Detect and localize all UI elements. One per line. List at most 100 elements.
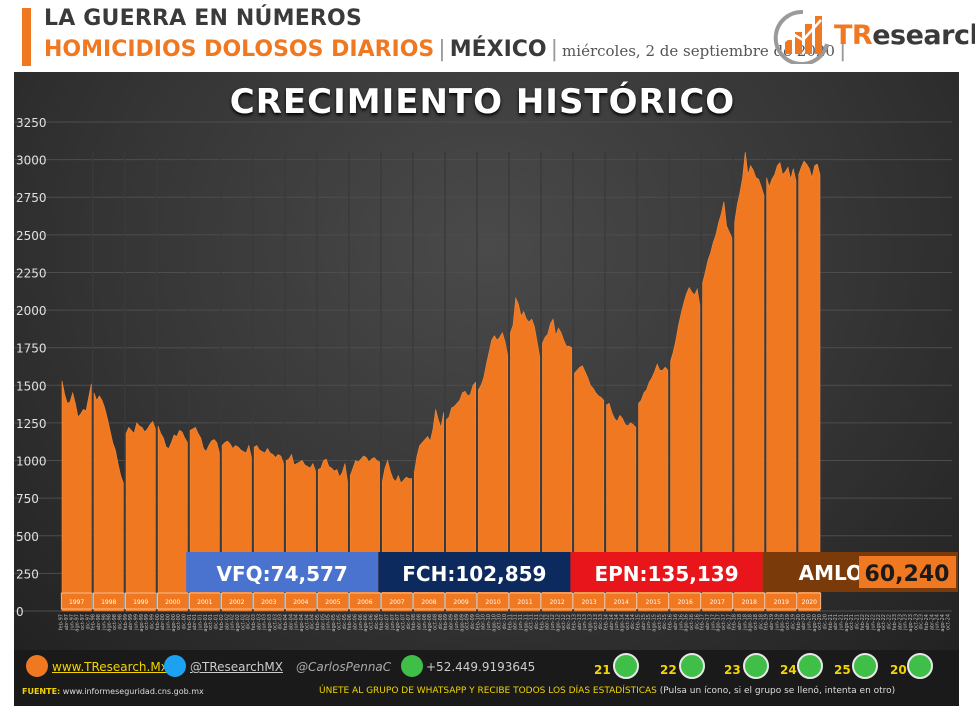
x-tick-label: jun-19 xyxy=(774,614,780,631)
x-tick-label: ago-00 xyxy=(171,614,177,632)
whatsapp-group-icon[interactable] xyxy=(907,653,933,679)
x-tick-label: dic-06 xyxy=(374,614,380,629)
whatsapp-group-number: 24 xyxy=(780,663,797,677)
phone-number: +52.449.9193645 xyxy=(426,660,536,674)
x-tick-label: ago-15 xyxy=(652,614,658,632)
x-tick-label: jun-04 xyxy=(294,614,300,631)
x-tick-label: abr-09 xyxy=(449,614,455,630)
x-tick-label: abr-14 xyxy=(609,614,615,630)
x-tick-label: jun-05 xyxy=(326,614,332,631)
x-tick-label: feb-14 xyxy=(603,614,609,630)
x-tick-label: dic-12 xyxy=(566,614,572,629)
x-tick-label: oct-22 xyxy=(881,614,887,630)
x-tick-label: dic-21 xyxy=(855,614,861,629)
whatsapp-group-icon[interactable] xyxy=(679,653,705,679)
whatsapp-group-icon[interactable] xyxy=(797,653,823,679)
tresearch-logo[interactable] xyxy=(765,4,965,64)
x-tick-label: abr-19 xyxy=(769,614,775,630)
year-band xyxy=(765,592,798,610)
x-tick-label: jun-00 xyxy=(165,614,171,631)
series-area-year xyxy=(542,318,573,612)
x-tick-label: dic-99 xyxy=(149,614,155,629)
x-tick-label: jun-21 xyxy=(839,614,845,631)
x-tick-label: dic-07 xyxy=(406,614,412,629)
x-tick-label: feb-05 xyxy=(315,614,321,630)
x-tick-label: dic-15 xyxy=(662,614,668,629)
x-tick-label: abr-97 xyxy=(64,614,70,630)
x-tick-label: ago-09 xyxy=(459,614,465,632)
y-tick-label: 1000 xyxy=(16,455,47,469)
x-tick-label: ago-22 xyxy=(876,614,882,632)
y-tick-label: 2500 xyxy=(16,229,47,243)
year-label: 2008 xyxy=(421,599,436,606)
x-tick-label: oct-04 xyxy=(304,614,310,630)
series-area-year xyxy=(510,296,541,612)
x-tick-label: dic-16 xyxy=(694,614,700,629)
globe-icon[interactable] xyxy=(26,655,48,677)
x-tick-label: dic-01 xyxy=(214,614,220,629)
year-label: 2004 xyxy=(293,599,308,606)
x-tick-label: feb-02 xyxy=(219,614,225,630)
x-tick-label: ago-02 xyxy=(235,614,241,632)
year-band xyxy=(157,592,189,610)
x-tick-label: abr-02 xyxy=(224,614,230,630)
x-tick-label: feb-13 xyxy=(571,614,577,630)
whatsapp-group-number: 21 xyxy=(594,663,611,677)
x-tick-label: feb-06 xyxy=(347,614,353,630)
x-tick-label: abr-03 xyxy=(256,614,262,630)
x-tick-label: dic-00 xyxy=(182,614,188,629)
x-tick-label: abr-13 xyxy=(577,614,583,630)
x-tick-label: feb-16 xyxy=(668,614,674,630)
year-band xyxy=(349,592,381,610)
y-tick-label: 2000 xyxy=(16,304,47,318)
x-tick-label: dic-22 xyxy=(887,614,893,629)
x-tick-label: ago-20 xyxy=(812,614,818,632)
x-tick-label: feb-00 xyxy=(155,614,161,630)
x-tick-label: abr-07 xyxy=(384,614,390,630)
x-tick-label: dic-09 xyxy=(470,614,476,629)
year-band xyxy=(605,592,637,610)
source-link[interactable]: www.informeseguridad.cns.gob.mx xyxy=(62,687,204,696)
year-band xyxy=(669,592,701,610)
year-label: 2011 xyxy=(517,599,532,606)
x-tick-label: oct-18 xyxy=(753,614,759,630)
whatsapp-phone-icon[interactable] xyxy=(401,655,423,677)
x-tick-label: oct-06 xyxy=(368,614,374,630)
year-band xyxy=(445,592,477,610)
year-label: 1999 xyxy=(133,599,148,606)
sexenio-label: AMLO: xyxy=(799,561,871,585)
x-tick-label: jun-23 xyxy=(903,614,909,631)
x-tick-label: oct-07 xyxy=(401,614,407,630)
year-band xyxy=(541,592,573,610)
whatsapp-group-number: 23 xyxy=(724,663,741,677)
x-tick-label: abr-08 xyxy=(417,614,423,630)
x-tick-label: oct-14 xyxy=(625,614,631,630)
x-tick-label: dic-08 xyxy=(438,614,444,629)
twitter-link[interactable]: @TResearchMX xyxy=(190,660,283,674)
whatsapp-group-icon[interactable] xyxy=(743,653,769,679)
year-band xyxy=(509,592,541,610)
y-tick-label: 1250 xyxy=(16,417,47,431)
twitter-icon[interactable] xyxy=(164,655,186,677)
y-tick-label: 2750 xyxy=(16,191,47,205)
x-tick-label: feb-97 xyxy=(59,614,65,630)
x-tick-label: abr-16 xyxy=(673,614,679,630)
whatsapp-group-icon[interactable] xyxy=(852,653,878,679)
x-tick-label: jun-15 xyxy=(646,614,652,631)
x-tick-label: feb-17 xyxy=(700,614,706,630)
year-label: 2005 xyxy=(325,599,340,606)
year-band xyxy=(317,592,349,610)
x-tick-label: abr-11 xyxy=(513,614,519,630)
year-label: 1997 xyxy=(69,599,84,606)
x-tick-label: dic-18 xyxy=(758,614,764,629)
year-band xyxy=(701,592,734,610)
year-label: 2019 xyxy=(774,599,789,606)
x-tick-label: oct-12 xyxy=(561,614,567,630)
series-area-year xyxy=(670,286,701,612)
whatsapp-group-icon[interactable] xyxy=(613,653,639,679)
x-tick-label: oct-01 xyxy=(208,614,214,630)
year-band xyxy=(381,592,413,610)
x-tick-label: oct-11 xyxy=(529,614,535,630)
source-line: FUENTE: www.informeseguridad.cns.gob.mx xyxy=(22,687,204,696)
website-link[interactable]: www.TResearch.Mx xyxy=(52,660,168,674)
